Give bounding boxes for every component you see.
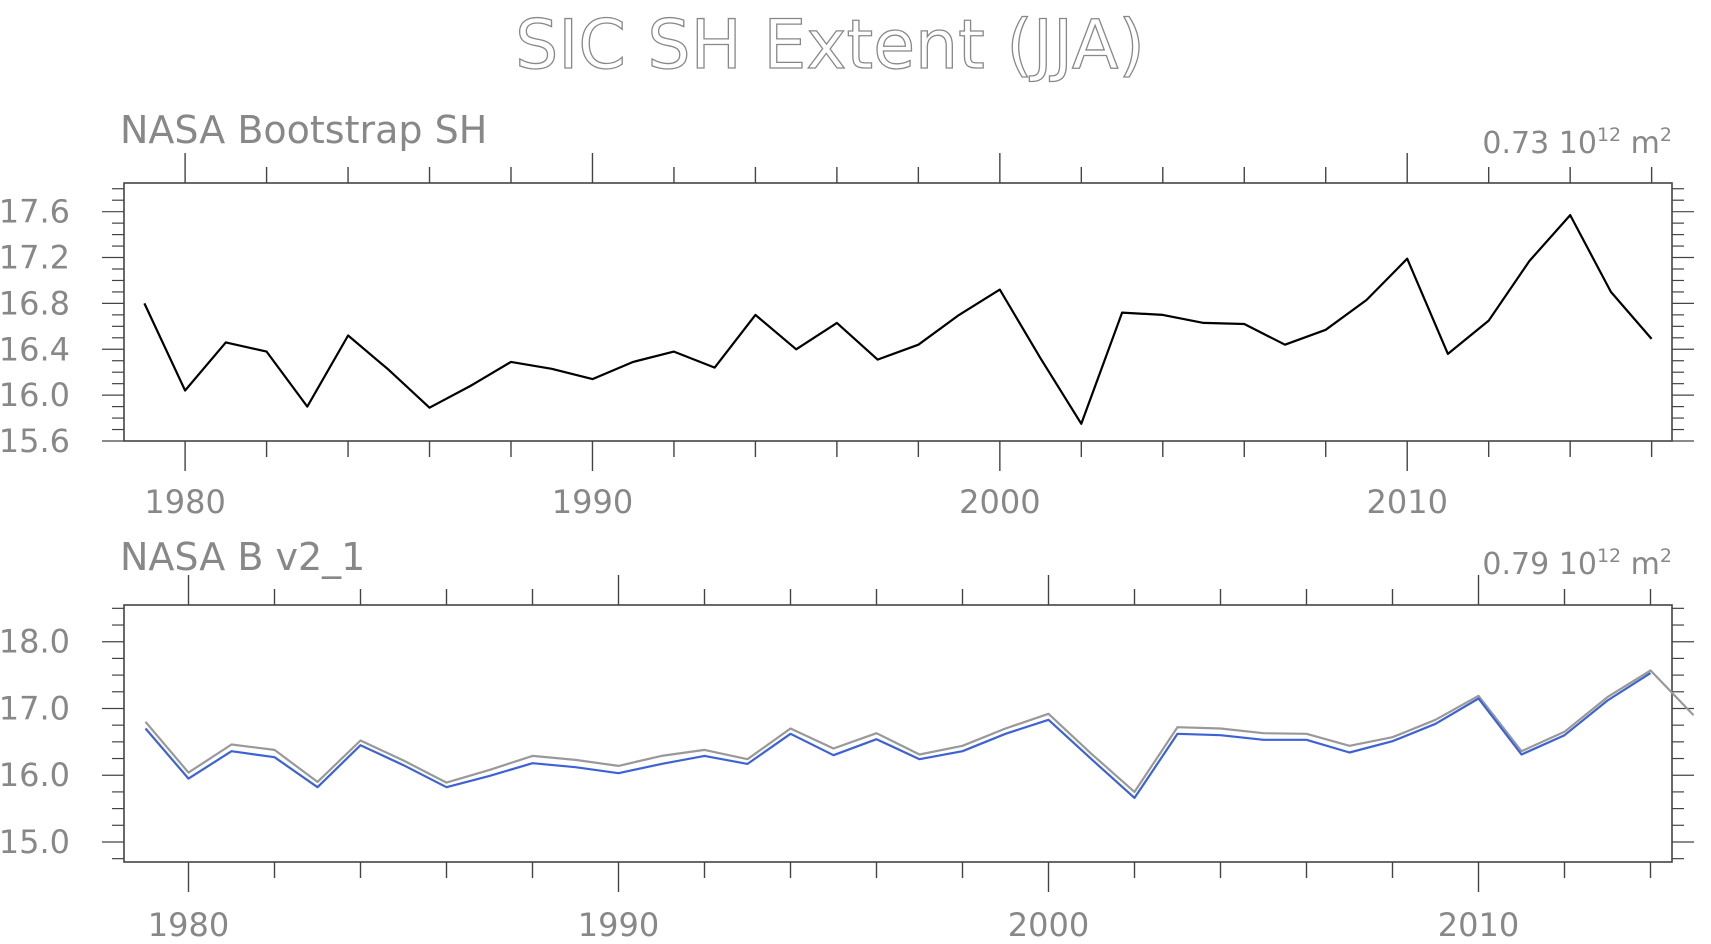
y-tick-label: 15.0 <box>0 823 70 861</box>
y-tick-label: 15.6 <box>0 422 70 460</box>
panel-nasa-b-v2-1: NASA B v2_1 0.79 1012 m2 1980 1990 2000 2010 1… <box>0 535 1695 944</box>
x-tick-label: 2010 <box>1366 483 1447 521</box>
series-line-0 <box>144 669 1695 794</box>
plot-frame <box>123 182 1673 442</box>
x-tick-label: 1980 <box>144 483 225 521</box>
x-tick-label: 2010 <box>1438 906 1519 944</box>
stddev-annotation: 0.79 1012 m2 <box>1482 545 1672 582</box>
panel-title: NASA B v2_1 <box>120 535 365 579</box>
series-line-0 <box>143 214 1653 425</box>
panel-nasa-bootstrap-sh: NASA Bootstrap SH 0.73 1012 m2 1980 1990 200… <box>0 108 1694 521</box>
y-tick-label: 17.0 <box>0 689 70 727</box>
series-line-1 <box>144 672 1652 800</box>
plot-frame <box>123 604 1673 863</box>
y-tick-label: 16.0 <box>0 756 70 794</box>
y-tick-label: 18.0 <box>0 623 70 661</box>
y-tick-label: 17.2 <box>0 239 70 277</box>
x-tick-label: 1990 <box>578 906 659 944</box>
x-tick-label: 2000 <box>1008 906 1089 944</box>
x-tick-label: 2000 <box>959 483 1040 521</box>
y-tick-label: 17.6 <box>0 193 70 231</box>
y-tick-label: 16.0 <box>0 376 70 414</box>
stddev-annotation: 0.73 1012 m2 <box>1482 124 1672 161</box>
y-tick-label: 16.8 <box>0 284 70 322</box>
x-tick-label: 1990 <box>552 483 633 521</box>
figure-title: SIC SH Extent (JJA) <box>515 6 1145 85</box>
y-tick-label: 16.4 <box>0 330 70 368</box>
panel-title: NASA Bootstrap SH <box>120 108 487 152</box>
x-tick-label: 1980 <box>148 906 229 944</box>
